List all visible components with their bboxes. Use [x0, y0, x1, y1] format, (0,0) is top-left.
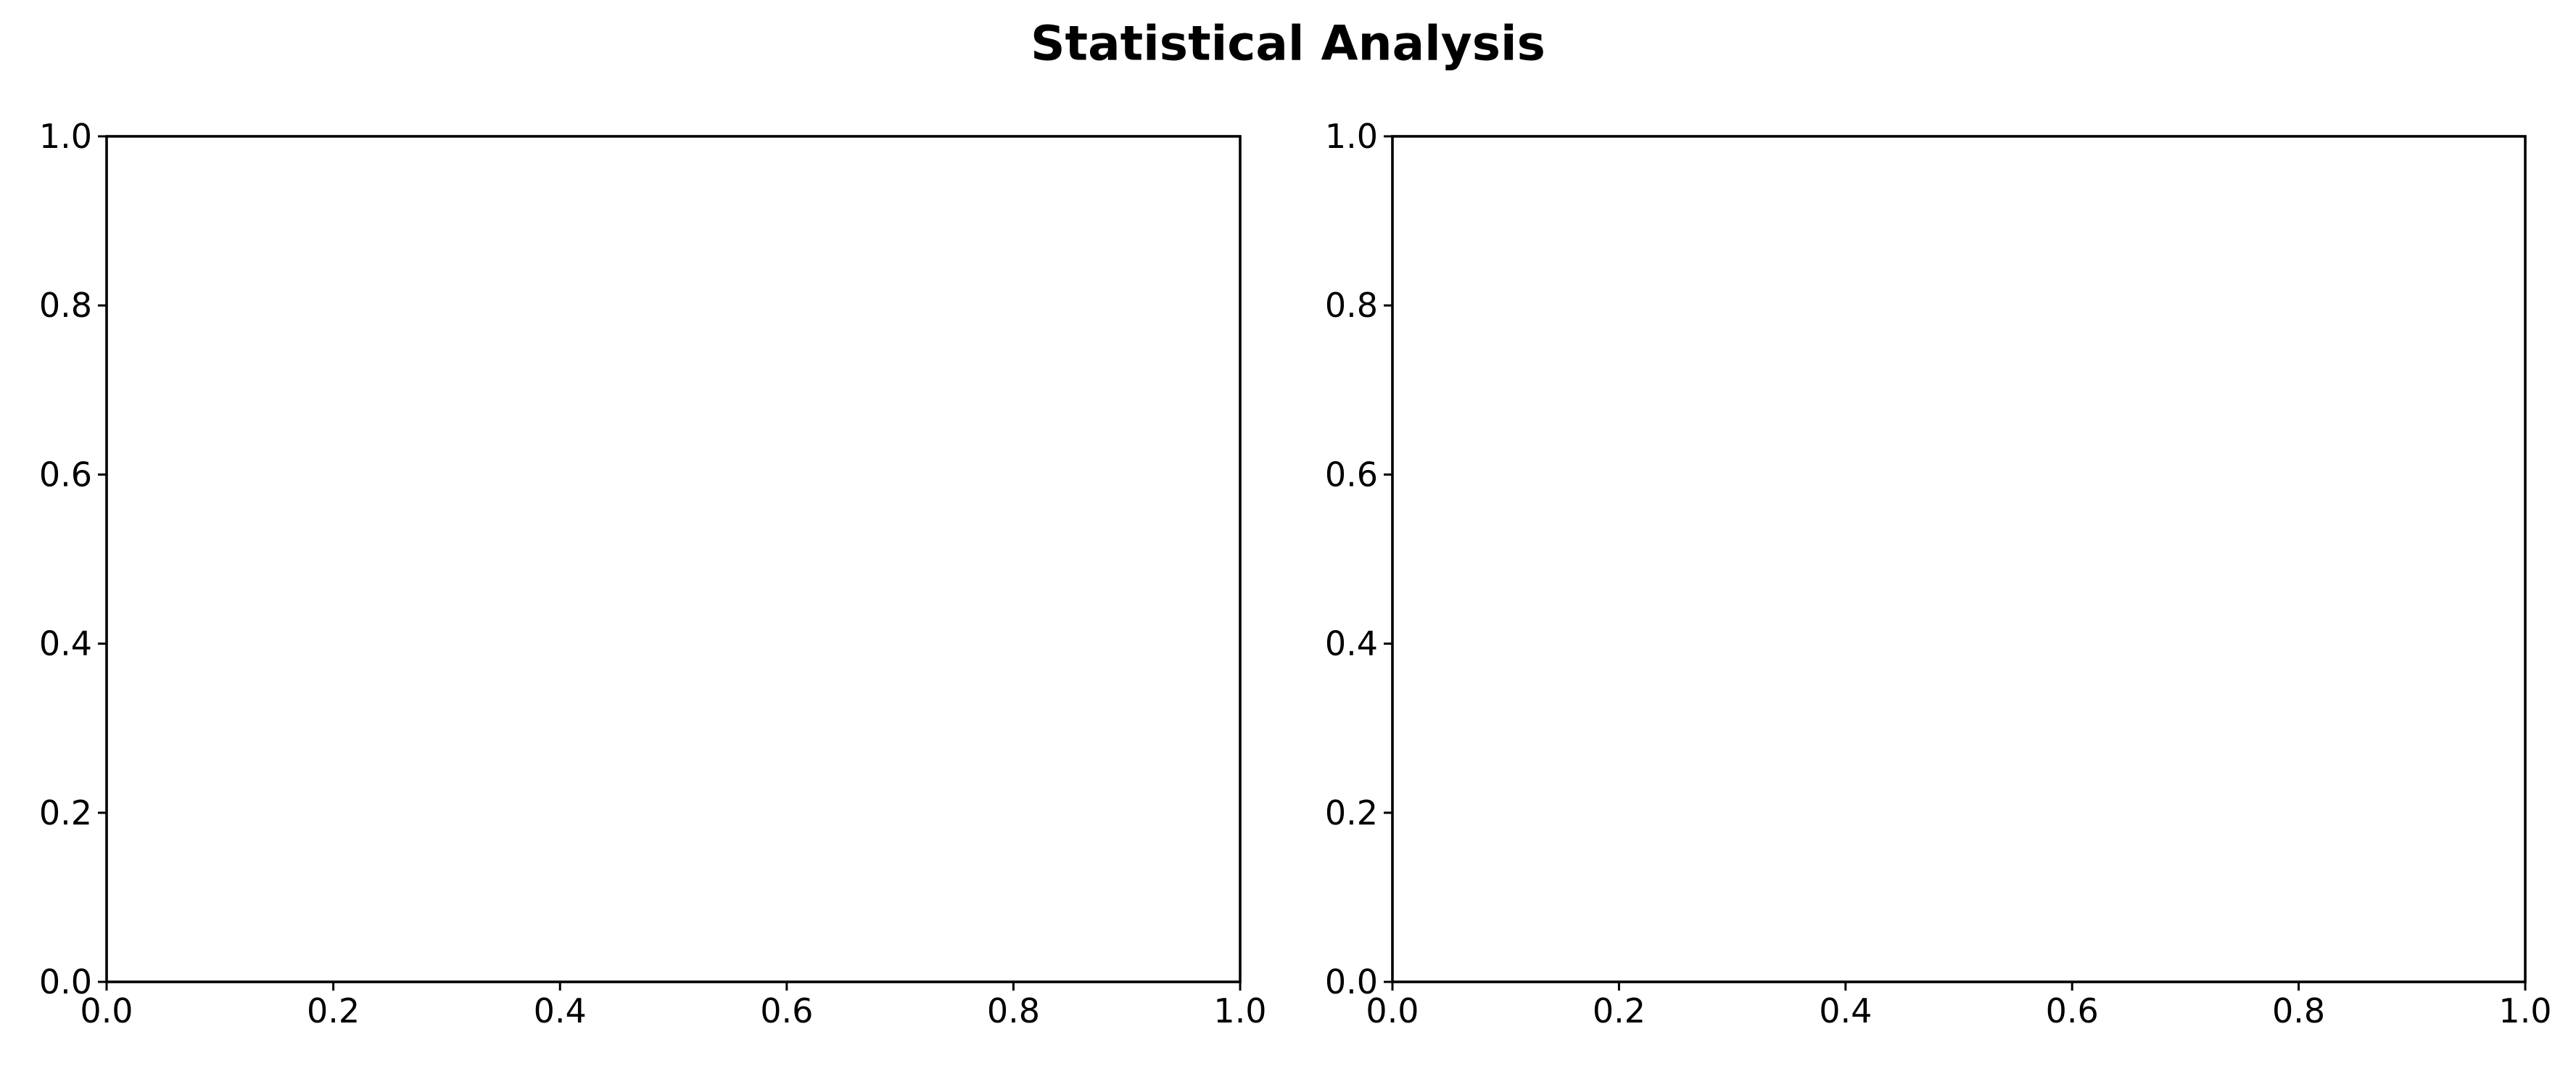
- x-tick-label: 0.0: [80, 991, 133, 1030]
- y-tick-label: 0.6: [1325, 455, 1378, 494]
- y-tick-label: 0.0: [1325, 962, 1378, 1001]
- x-tick-label: 0.6: [760, 991, 813, 1030]
- x-tick-label: 1.0: [2498, 991, 2551, 1030]
- y-tick-label: 0.8: [1325, 286, 1378, 325]
- y-tick-label: 0.0: [39, 962, 92, 1001]
- x-tick-label: 0.4: [534, 991, 587, 1030]
- x-tick-label: 0.2: [1593, 991, 1646, 1030]
- x-tick-label: 0.8: [987, 991, 1040, 1030]
- y-tick-label: 1.0: [1325, 117, 1378, 156]
- figure-title: Statistical Analysis: [1031, 16, 1545, 72]
- x-tick-label: 1.0: [1213, 991, 1266, 1030]
- x-tick-label: 0.6: [2046, 991, 2099, 1030]
- y-tick-label: 0.8: [39, 286, 92, 325]
- y-tick-label: 0.4: [1325, 624, 1378, 664]
- x-tick-label: 0.2: [307, 991, 360, 1030]
- axes-layer: 0.0 0.2 0.4 0.6 0.8 1.00.00.20.40.60.81.00.0 0…: [39, 117, 2552, 1030]
- y-tick-label: 0.2: [1325, 793, 1378, 832]
- y-tick-label: 0.6: [39, 455, 92, 494]
- x-tick-label: 0.8: [2272, 991, 2325, 1030]
- axes-frame: [105, 135, 1242, 983]
- y-tick-label: 1.0: [39, 117, 92, 156]
- axes-panel-1: 0.0 0.2 0.4 0.6 0.8 1.0 0.0 0.2 0.4 0.6 0.8 1.0: [39, 117, 1267, 1030]
- x-tick-label: 0.0: [1366, 991, 1419, 1030]
- axes-panel-2: 0.0 0.2 0.4 0.6 0.8 1.0 0.0 0.2 0.4 0.6 0.8 1.0: [1325, 117, 2552, 1030]
- x-tick-label: 0.4: [1819, 991, 1872, 1030]
- y-tick-label: 0.2: [39, 793, 92, 832]
- y-tick-label: 0.4: [39, 624, 92, 664]
- axes-frame: [1391, 135, 2527, 983]
